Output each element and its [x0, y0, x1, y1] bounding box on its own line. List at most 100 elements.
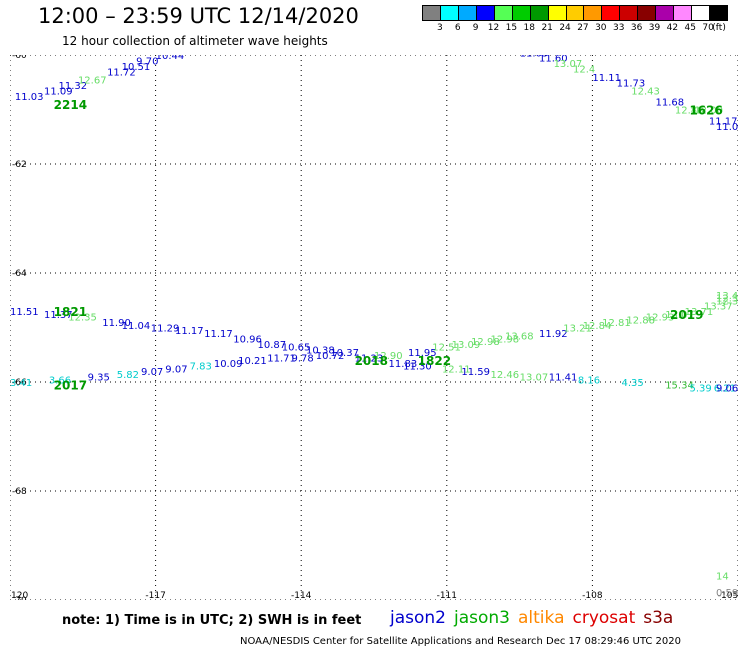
wave-height-label: 12.88: [626, 315, 655, 326]
wave-height-label: 11.29: [151, 324, 180, 335]
color-scale-swatches: [422, 5, 728, 21]
wave-height-label: 12.46: [490, 370, 519, 381]
wave-height-label: 12.4: [573, 65, 595, 76]
legend-swatch: [548, 6, 567, 20]
legend-swatch: [566, 6, 585, 20]
pass-time-label: 1625: [549, 55, 582, 58]
wave-height-label: 9.70: [136, 56, 158, 67]
map-grid: [10, 55, 738, 600]
legend-swatch: [692, 6, 710, 20]
lat-tick-label: -60: [12, 55, 27, 61]
legend-swatch: [638, 6, 657, 20]
wave-height-label: 5.39: [689, 383, 711, 394]
legend-swatch: [584, 6, 603, 20]
page-subtitle: 12 hour collection of altimeter wave hei…: [62, 34, 328, 48]
wave-height-label: 13.07: [665, 310, 694, 321]
pass-time-label: 1626: [689, 104, 722, 118]
wave-height-label: 12.35: [68, 313, 97, 324]
wave-height-label: 11.68: [655, 97, 684, 108]
lon-tick-label: -114: [291, 591, 312, 600]
wave-height-label: 12.00: [694, 106, 723, 117]
wave-height-label: 12.84: [583, 321, 612, 332]
wave-height-label: 11.92: [539, 329, 568, 340]
legend-tick-label: 24: [559, 23, 571, 33]
wave-height-label: 3.66: [49, 375, 71, 386]
legend-tick-label: 27: [577, 23, 589, 33]
wave-height-label: 12.88: [675, 106, 704, 117]
wave-height-label: 11.05: [520, 55, 549, 59]
wave-height-label: 10.44: [156, 55, 185, 62]
lat-tick-label: -70: [12, 596, 27, 600]
lat-tick-label: -68: [12, 487, 27, 497]
wave-height-label: 11.72: [107, 67, 136, 78]
wave-height-label: 10.87: [258, 340, 287, 351]
wave-height-label: 11.37: [44, 310, 73, 321]
legend-tick-label: 36: [630, 23, 643, 33]
legend-tick-label: 30: [595, 23, 607, 33]
wave-height-label: 7.83: [190, 362, 212, 373]
legend-swatch: [674, 6, 693, 20]
wave-height-label: 3.41: [10, 378, 32, 389]
satellite-legend-item: s3a: [643, 608, 674, 628]
pass-time-labels: 2214 1625 1626 1821 2017 2018 1822 2019: [54, 55, 723, 393]
wave-height-label: 12.98: [490, 334, 519, 345]
wave-height-label: 11.32: [59, 81, 88, 92]
wave-height-label: 13.71: [685, 307, 714, 318]
pass-time-label: 1821: [54, 305, 87, 319]
wave-height-label: 10.51: [122, 62, 151, 73]
legend-swatch: [656, 6, 675, 20]
legend-swatch: [620, 6, 639, 20]
wave-height-label: 13.09: [452, 340, 481, 351]
wave-height-label: 13.21: [563, 324, 592, 335]
wave-height-label: 10.21: [238, 356, 267, 367]
wave-height-label: 12.81: [602, 318, 631, 329]
wave-height-label: 0.59: [716, 588, 738, 599]
wave-height-map: -120 -117 -114 -111 -108 -105 -60 -62 -64 -66 -68 -…: [10, 55, 738, 600]
wave-height-label: 11.83: [389, 359, 418, 370]
legend-swatch: [602, 6, 621, 20]
wave-height-label: 11.17: [175, 326, 204, 337]
wave-height-label: 11.71: [267, 353, 296, 364]
wave-height-label: 11.73: [617, 78, 646, 89]
lat-tick-label: -62: [12, 160, 27, 170]
wave-height-label: 11.60: [539, 55, 568, 65]
wave-height-label: 6.21: [714, 383, 736, 394]
wave-height-label: 8.16: [578, 375, 600, 386]
legend-tick-label: 15: [505, 23, 518, 33]
page-title: 12:00 – 23:59 UTC 12/14/2020: [38, 4, 359, 28]
wave-height-label: 9.07: [141, 367, 163, 378]
legend-tick-label: 3: [437, 23, 443, 33]
pass-time-label: 2017: [54, 379, 87, 393]
lat-tick-label: -64: [12, 269, 27, 279]
wave-height-label: 11.11: [592, 73, 621, 84]
wave-height-label: 12.67: [78, 76, 107, 87]
wave-height-label: 9.78: [291, 353, 313, 364]
wave-height-label: 12.51: [432, 343, 461, 354]
wave-height-label: 9.35: [88, 373, 110, 384]
pass-time-label: 2214: [54, 98, 87, 112]
wave-height-label: 12.90: [374, 351, 403, 362]
legend-swatch: [494, 6, 513, 20]
wave-height-label: 11.17: [204, 329, 233, 340]
legend-tick-label: 70: [702, 23, 714, 33]
legend-swatch: [710, 6, 727, 20]
satellite-legend-item: cryosat: [572, 608, 636, 628]
wave-height-label: 13.07: [554, 59, 583, 70]
legend-unit: (ft): [712, 23, 726, 33]
wave-height-label: 11.04: [122, 321, 151, 332]
pass-time-label: 1822: [418, 354, 451, 368]
legend-swatch: [512, 6, 531, 20]
pass-time-label: 2018: [355, 354, 388, 368]
lon-tick-label: -111: [437, 591, 457, 600]
lat-tick-label: -66: [12, 378, 27, 388]
wave-height-label: 11.51: [10, 307, 39, 318]
wave-height-label: 11.95: [408, 348, 437, 359]
wave-height-label: 9.06: [716, 383, 738, 394]
color-scale-ticks: 3 6 9 12 15 18 21 24 27 30 33 36 39 42 45 70 (ft): [422, 21, 728, 33]
wave-height-label: 11.03: [15, 92, 44, 103]
lon-tick-label: -117: [145, 591, 165, 600]
wave-height-label: 13.07: [520, 373, 549, 384]
satellite-legend-item: jason3: [454, 608, 510, 628]
wave-height-label: 12.11: [442, 364, 471, 375]
